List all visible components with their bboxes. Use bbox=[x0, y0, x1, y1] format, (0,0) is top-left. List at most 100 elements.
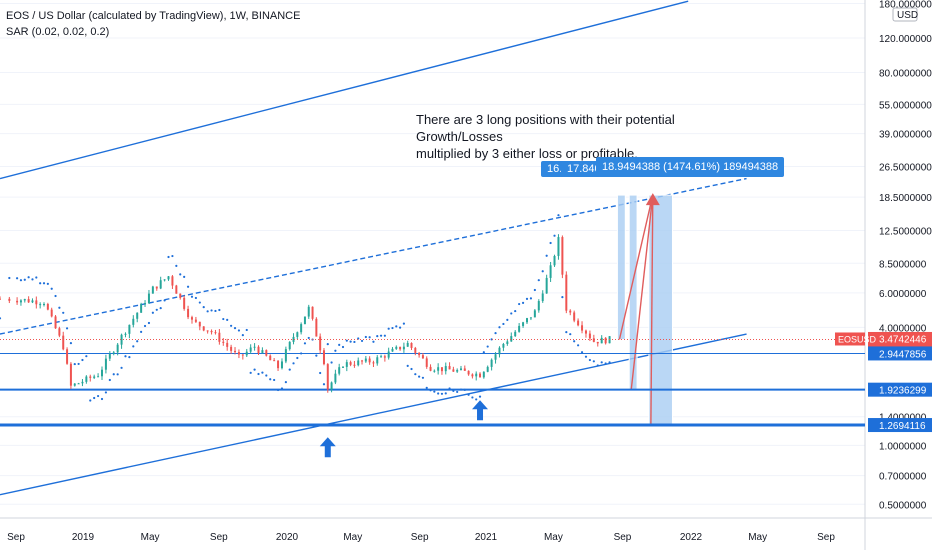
candle-body bbox=[163, 279, 166, 281]
trend-line bbox=[0, 333, 747, 496]
sar-dot bbox=[414, 373, 417, 376]
sar-dot bbox=[128, 356, 131, 359]
sar-dot bbox=[93, 396, 96, 400]
sar-dot bbox=[498, 326, 501, 329]
candle-body bbox=[429, 366, 432, 371]
candle-body bbox=[183, 297, 186, 309]
candle-body bbox=[167, 276, 170, 280]
sar-dot bbox=[506, 318, 509, 321]
candle-body bbox=[194, 319, 197, 322]
price-tick-label: 8.5000000 bbox=[879, 259, 927, 270]
sar-dot bbox=[510, 312, 513, 315]
time-tick-label: May bbox=[343, 532, 362, 543]
sar-dot bbox=[541, 270, 544, 273]
sar-dot bbox=[233, 326, 237, 330]
sar-dot bbox=[132, 345, 135, 348]
candle-body bbox=[202, 326, 205, 331]
candle-body bbox=[573, 312, 576, 321]
price-tick-label: 120.0000000 bbox=[879, 34, 932, 45]
sar-dot bbox=[292, 362, 295, 365]
sar-dot bbox=[307, 336, 310, 340]
candle-body bbox=[296, 332, 299, 337]
price-tick-label: 39.0000000 bbox=[879, 130, 932, 141]
sar-dot bbox=[459, 388, 463, 391]
up-arrow-icon bbox=[472, 400, 489, 421]
candle-body bbox=[292, 336, 295, 342]
candle-body bbox=[387, 351, 390, 358]
candle-body bbox=[342, 366, 345, 368]
sar-dot bbox=[116, 373, 119, 376]
candle-body bbox=[448, 366, 451, 370]
sar-dot bbox=[565, 331, 568, 334]
sar-dot bbox=[96, 394, 100, 398]
sar-dot bbox=[136, 340, 139, 343]
time-tick-label: May bbox=[748, 532, 767, 543]
candle-body bbox=[89, 376, 92, 378]
sar-dot bbox=[15, 277, 19, 280]
candle-body bbox=[35, 300, 38, 305]
candle-body bbox=[368, 358, 371, 363]
candle-body bbox=[97, 376, 100, 378]
candle-body bbox=[418, 352, 421, 356]
candle-body bbox=[222, 341, 225, 343]
sar-dot bbox=[249, 371, 252, 374]
sar-dot bbox=[577, 344, 580, 347]
candle-body bbox=[498, 347, 501, 355]
sar-dot bbox=[218, 308, 221, 312]
candle-body bbox=[553, 255, 556, 266]
sar-dot bbox=[573, 340, 576, 343]
time-tick-label: Sep bbox=[210, 532, 228, 543]
time-tick-label: 2021 bbox=[475, 532, 498, 543]
candle-body bbox=[345, 362, 348, 367]
sar-dot bbox=[230, 324, 233, 327]
sar-dot bbox=[273, 378, 276, 382]
sar-dot bbox=[198, 301, 201, 304]
sar-dot bbox=[557, 214, 560, 217]
candle-body bbox=[581, 325, 584, 331]
sar-dot bbox=[518, 302, 521, 306]
sar-dot bbox=[421, 376, 425, 379]
candle-body bbox=[600, 337, 603, 344]
analysis-note-line-1: There are 3 long positions with their po… bbox=[416, 112, 675, 144]
symbol-tag-bg bbox=[835, 332, 865, 346]
sar-dot bbox=[23, 278, 26, 281]
sar-dot bbox=[444, 392, 447, 395]
candle-body bbox=[361, 360, 364, 362]
price-tick-label: 55.0000000 bbox=[879, 100, 932, 111]
sar-dot bbox=[77, 362, 80, 366]
time-tick-label: 2022 bbox=[680, 532, 703, 543]
sar-dot bbox=[155, 308, 158, 311]
candle-body bbox=[120, 334, 123, 345]
sar-dot bbox=[143, 324, 147, 328]
sar-dot bbox=[502, 322, 505, 326]
candle-body bbox=[383, 356, 386, 358]
candle-body bbox=[463, 368, 466, 371]
sar-dot bbox=[112, 373, 115, 376]
sar-dot bbox=[387, 327, 390, 330]
sar-dot bbox=[592, 360, 595, 363]
sar-dot bbox=[319, 371, 322, 375]
candle-body bbox=[475, 373, 478, 377]
sar-dot bbox=[398, 326, 402, 329]
sar-dot bbox=[81, 358, 84, 362]
level-2-tag-bg bbox=[868, 382, 932, 397]
candle-body bbox=[502, 343, 505, 348]
sar-dot bbox=[151, 311, 154, 314]
candle-body bbox=[43, 303, 46, 305]
candle-body bbox=[349, 362, 352, 365]
sar-dot bbox=[8, 276, 11, 280]
candle-body bbox=[569, 310, 572, 313]
candle-body bbox=[190, 317, 193, 320]
sar-dot bbox=[253, 368, 256, 371]
candle-body bbox=[592, 338, 595, 342]
sar-dot bbox=[58, 306, 61, 309]
sar-dot bbox=[222, 317, 225, 321]
sar-dot bbox=[62, 311, 65, 314]
time-tick-label: 2019 bbox=[72, 532, 95, 543]
time-tick-label: Sep bbox=[614, 532, 632, 543]
sar-dot bbox=[175, 264, 178, 267]
sar-dot bbox=[42, 282, 46, 285]
candle-body bbox=[311, 306, 314, 319]
